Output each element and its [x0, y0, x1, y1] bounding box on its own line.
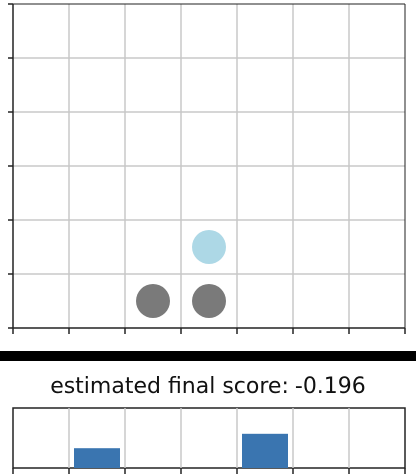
score-value: -0.196	[294, 374, 366, 399]
estimate-bar	[242, 433, 288, 468]
piece-dark	[136, 284, 170, 318]
column-estimate-chart	[12, 407, 406, 474]
bars-layer	[74, 433, 288, 468]
score-caption: estimated final score:	[50, 374, 289, 399]
board-grid	[8, 3, 406, 334]
estimate-bar	[74, 448, 120, 468]
game-board[interactable]	[0, 0, 416, 345]
piece-dark	[192, 284, 226, 318]
bars-frame	[12, 407, 406, 469]
piece-light	[192, 230, 226, 264]
panel-divider	[0, 351, 416, 361]
bars-grid	[12, 407, 406, 474]
pieces-layer	[136, 230, 226, 318]
estimated-score-label: estimated final score: -0.196	[0, 370, 416, 404]
